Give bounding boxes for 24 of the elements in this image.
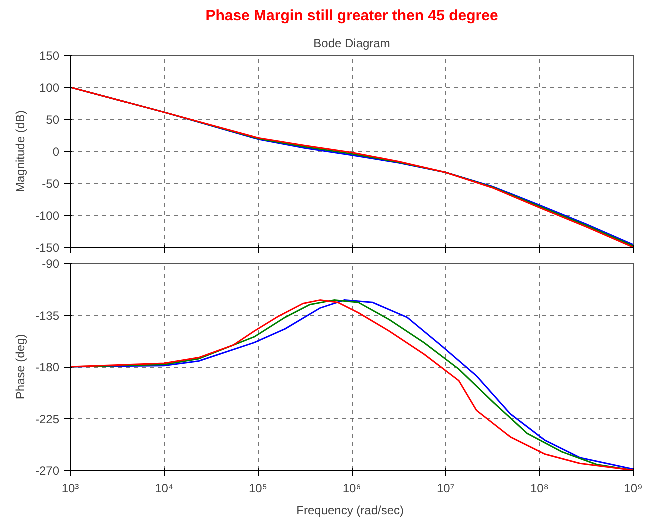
y-tick-label: -50 — [42, 177, 60, 191]
y-tick-label: -180 — [35, 360, 60, 374]
x-tick-label: 10⁷ — [436, 482, 455, 496]
y-tick-label: -135 — [35, 308, 60, 323]
chart-subtitle: Bode Diagram — [314, 36, 390, 50]
y-tick-label: -150 — [35, 241, 60, 255]
y-tick-label: 150 — [39, 49, 60, 63]
y-axis-title: Phase (deg) — [13, 334, 28, 400]
y-tick-label: 0 — [52, 145, 60, 159]
x-tick-label: 10⁸ — [530, 482, 549, 496]
x-tick-label: 10⁹ — [624, 482, 643, 496]
chart-title: Phase Margin still greater then 45 degree — [206, 8, 498, 24]
y-tick-label: 100 — [39, 81, 60, 95]
x-tick-label: 10³ — [62, 482, 80, 496]
y-tick-label: -100 — [35, 209, 60, 223]
y-tick-label: -270 — [35, 464, 60, 478]
y-tick-label: -225 — [35, 412, 60, 426]
x-axis-title: Frequency (rad/sec) — [296, 504, 404, 518]
y-tick-label: -90 — [42, 257, 60, 271]
y-axis-title: Magnitude (dB) — [13, 110, 28, 193]
x-tick-label: 10⁶ — [342, 482, 362, 496]
x-tick-label: 10⁵ — [249, 482, 268, 496]
x-tick-label: 10⁴ — [155, 482, 174, 496]
y-tick-label: 50 — [46, 113, 60, 127]
